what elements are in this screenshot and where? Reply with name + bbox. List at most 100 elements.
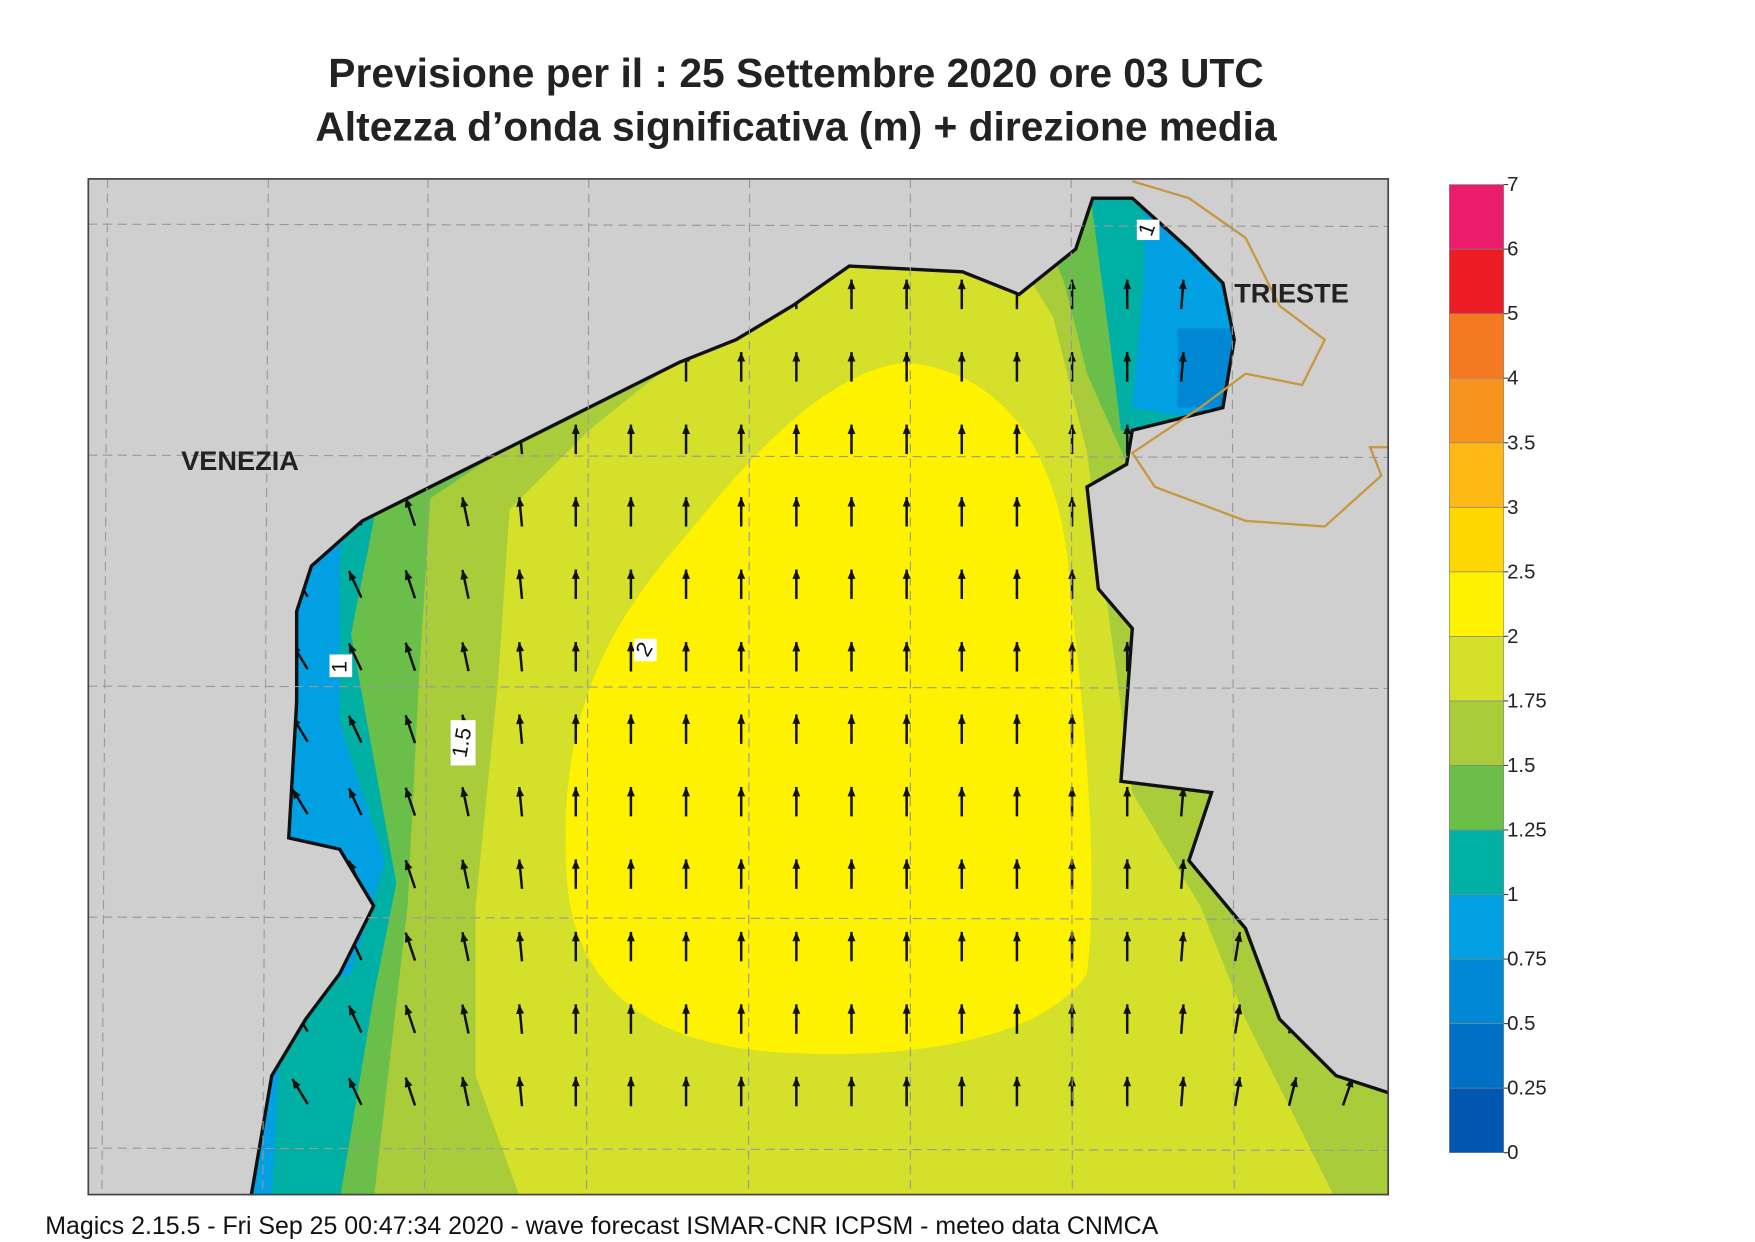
arrow-head bbox=[847, 569, 856, 579]
arrow-head bbox=[792, 424, 801, 434]
arrow-head bbox=[571, 786, 580, 797]
arrow-head bbox=[682, 497, 691, 507]
contour-labels: 1 1.5 2 1 bbox=[328, 219, 1160, 766]
arrow-head bbox=[957, 642, 966, 652]
arrow-head bbox=[404, 1077, 413, 1088]
arrow-head bbox=[957, 424, 966, 434]
arrow-head bbox=[847, 1004, 856, 1014]
arrow-head bbox=[1178, 1004, 1187, 1015]
colorbar-segment bbox=[1449, 1023, 1505, 1089]
arrow-head bbox=[1234, 932, 1243, 942]
arrow-head bbox=[1178, 931, 1187, 942]
arrow-head bbox=[516, 787, 525, 797]
arrow-head bbox=[626, 424, 635, 434]
arrow-head bbox=[902, 859, 911, 869]
arrow-head bbox=[516, 569, 525, 580]
arrow-head bbox=[1068, 352, 1077, 362]
arrow-head bbox=[847, 786, 856, 797]
arrow-head bbox=[571, 859, 580, 869]
arrow-head bbox=[1068, 497, 1077, 507]
arrow-head bbox=[626, 569, 635, 579]
arrow-head bbox=[626, 931, 635, 942]
colorbar-segment bbox=[1449, 377, 1505, 444]
colorbar-tick-label: 1.75 bbox=[1507, 690, 1547, 712]
colorbar-tick-label: 0 bbox=[1507, 1142, 1518, 1164]
arrow-head bbox=[957, 786, 966, 797]
arrow-head bbox=[737, 786, 746, 797]
arrow-head bbox=[847, 859, 856, 869]
arrow-head bbox=[1123, 786, 1132, 797]
arrow-head bbox=[792, 714, 801, 724]
arrow-head bbox=[1012, 1004, 1021, 1014]
arrow-head bbox=[460, 1077, 469, 1088]
arrow-head bbox=[1178, 352, 1187, 362]
arrow-head bbox=[404, 932, 413, 943]
arrow-head bbox=[516, 714, 525, 725]
place-label: TRIESTE bbox=[1234, 277, 1349, 308]
arrow-head bbox=[847, 642, 856, 652]
arrow-head bbox=[682, 786, 691, 797]
arrow-head bbox=[404, 570, 413, 581]
arrow-head bbox=[571, 642, 580, 652]
arrow-head bbox=[1068, 279, 1077, 290]
arrow-head bbox=[902, 714, 911, 724]
arrow-head bbox=[348, 1005, 357, 1016]
colorbar-segment bbox=[1449, 829, 1505, 895]
arrow-head bbox=[957, 931, 966, 942]
arrow-head bbox=[957, 569, 966, 579]
arrow-head bbox=[1123, 424, 1132, 434]
arrow-head bbox=[792, 352, 801, 362]
arrow-head bbox=[957, 497, 966, 507]
colorbar-segment bbox=[1449, 313, 1505, 379]
colorbar-tick-label: 7 bbox=[1507, 174, 1518, 196]
colorbar-segment bbox=[1449, 506, 1505, 573]
colorbar-segment bbox=[1449, 571, 1505, 637]
arrow-head bbox=[460, 932, 469, 943]
colorbar-segment bbox=[1449, 894, 1505, 960]
arrow-head bbox=[847, 714, 856, 724]
colorbar-tick-label: 0.75 bbox=[1507, 949, 1547, 971]
arrow-head bbox=[737, 1004, 746, 1014]
arrow-head bbox=[902, 786, 911, 797]
arrow-head bbox=[1123, 931, 1132, 942]
arrow-head bbox=[682, 931, 691, 942]
arrow-head bbox=[516, 1004, 525, 1015]
arrow-head bbox=[404, 787, 413, 798]
colorbar-tick-label: 1 bbox=[1507, 884, 1518, 906]
arrow-head bbox=[847, 931, 856, 942]
colorbar-tick-label: 6 bbox=[1507, 239, 1518, 261]
arrow-head bbox=[1068, 424, 1077, 434]
arrow-head bbox=[516, 931, 525, 942]
border bbox=[1130, 180, 1389, 528]
arrow-head bbox=[571, 714, 580, 724]
colorbar-segment bbox=[1449, 184, 1505, 250]
arrow-head bbox=[516, 1076, 525, 1087]
graticule bbox=[88, 178, 1389, 1195]
arrow-head bbox=[1012, 859, 1021, 869]
arrow-head bbox=[1178, 1076, 1187, 1087]
contour-label: 1 bbox=[328, 661, 352, 673]
arrow-head bbox=[902, 352, 911, 362]
arrow-head bbox=[516, 497, 525, 507]
arrow-head bbox=[737, 931, 746, 942]
arrow-head bbox=[682, 642, 691, 652]
arrow-head bbox=[792, 569, 801, 579]
colorbar-tick-label: 0.25 bbox=[1507, 1078, 1547, 1100]
colorbar-segment bbox=[1449, 765, 1505, 831]
arrow-head bbox=[902, 279, 911, 290]
arrow-head bbox=[626, 497, 635, 507]
arrow-head bbox=[1012, 569, 1021, 579]
arrow-head bbox=[404, 860, 413, 871]
arrow-head bbox=[737, 424, 746, 434]
map-frame bbox=[87, 178, 1390, 1196]
arrow-head bbox=[404, 1005, 413, 1016]
arrow-head bbox=[1068, 786, 1077, 797]
arrow-head bbox=[516, 859, 525, 870]
arrow-head bbox=[1012, 424, 1021, 434]
arrow-head bbox=[737, 497, 746, 507]
arrow-head bbox=[737, 569, 746, 579]
arrow-head bbox=[737, 642, 746, 652]
arrow-head bbox=[1123, 1076, 1132, 1087]
arrow-head bbox=[1178, 859, 1187, 870]
